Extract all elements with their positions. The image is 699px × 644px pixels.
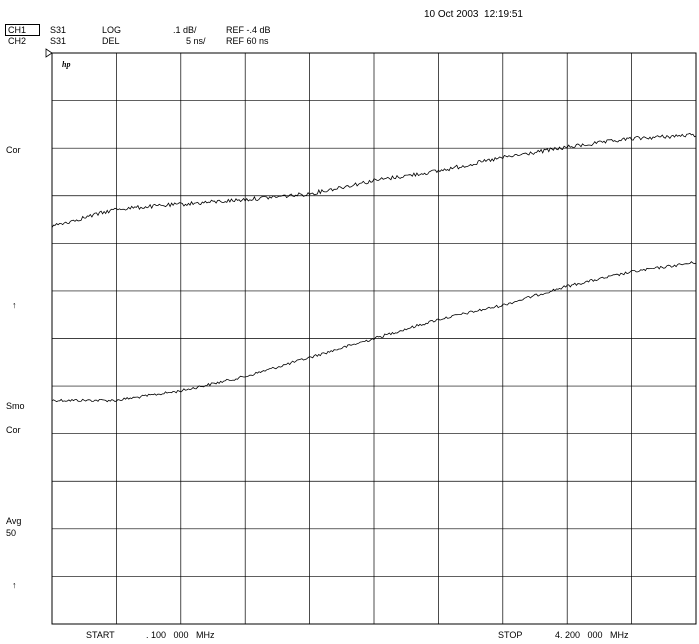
ch1-id[interactable]: CH1: [8, 25, 27, 35]
ch2-ref: REF 60 ns: [226, 36, 269, 46]
reference-marker: [45, 48, 53, 58]
timestamp: 10 Oct 2003 12:19:51: [424, 9, 523, 20]
ch1-ref: REF -.4 dB: [226, 25, 271, 35]
active-channel-box[interactable]: [5, 24, 40, 36]
ch1-format: LOG: [102, 25, 122, 35]
side-label-arrow-1: ↑: [12, 300, 17, 310]
start-value: . 100 000 MHz: [146, 630, 215, 640]
traces: [51, 132, 697, 403]
ch2-scale: 5 ns/: [186, 36, 206, 46]
side-label-smo: Smo: [6, 401, 25, 411]
stop-label: STOP: [498, 630, 523, 640]
start-label: START: [86, 630, 115, 640]
ch2-format: DEL: [102, 36, 120, 46]
hp-logo: hp: [62, 60, 70, 69]
trace-ch2-group-delay: [51, 132, 697, 228]
side-label-cor: Cor: [6, 145, 21, 155]
side-label-arrow-2: ↑: [12, 580, 17, 590]
trace-ch1-log-magnitude: [51, 261, 697, 403]
stop-value: 4. 200 000 MHz: [555, 630, 629, 640]
side-label-cor-2: Cor: [6, 425, 21, 435]
side-label-avg: Avg: [6, 516, 22, 526]
ch2-id[interactable]: CH2: [8, 36, 27, 46]
ch2-param: S31: [50, 36, 67, 46]
ch1-param: S31: [50, 25, 67, 35]
graticule: [51, 52, 697, 625]
ch1-scale: .1 dB/: [173, 25, 197, 35]
side-label-avg-count: 50: [6, 528, 17, 538]
